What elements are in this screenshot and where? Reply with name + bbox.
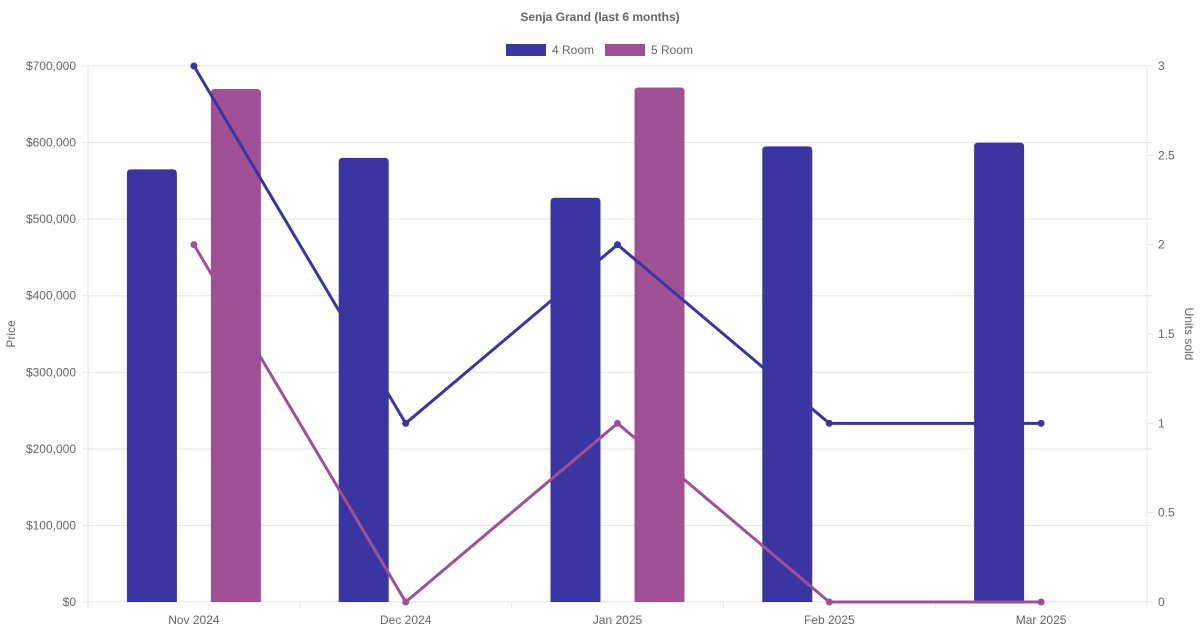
bars xyxy=(126,87,1025,603)
right-axis-ticks: 0 0.5 1 1.5 2 2.5 3 xyxy=(1158,59,1175,609)
x-tick-label: Feb 2025 xyxy=(804,613,855,627)
point-5-room[interactable] xyxy=(614,419,621,427)
chart-title: Senja Grand (last 6 months) xyxy=(520,10,679,24)
y-left-tick-label: $200,000 xyxy=(26,442,76,456)
bar-4-room[interactable] xyxy=(762,146,813,602)
x-tick-label: Dec 2024 xyxy=(380,613,432,627)
x-axis-ticks: Nov 2024 Dec 2024 Jan 2025 Feb 2025 Mar 2025 xyxy=(168,613,1067,627)
bar-4-room[interactable] xyxy=(550,197,601,602)
y-right-tick-label: 1.5 xyxy=(1158,327,1175,341)
y-left-tick-label: $600,000 xyxy=(26,136,76,150)
y-left-axis-title: Price xyxy=(4,320,18,348)
y-right-tick-label: 3 xyxy=(1158,59,1165,73)
y-right-tick-label: 1 xyxy=(1158,416,1165,430)
x-tick-label: Mar 2025 xyxy=(1016,613,1067,627)
y-left-tick-label: $500,000 xyxy=(26,212,76,226)
point-5-room[interactable] xyxy=(190,241,198,249)
point-4-room[interactable] xyxy=(402,419,410,427)
bar-5-room[interactable] xyxy=(210,88,261,602)
y-left-tick-label: $300,000 xyxy=(26,365,76,379)
legend-item-5-room[interactable]: 5 Room xyxy=(605,43,693,57)
bar-4-room[interactable] xyxy=(974,142,1025,603)
legend-label-4-room: 4 Room xyxy=(552,43,594,57)
y-right-tick-label: 0.5 xyxy=(1158,506,1175,520)
left-axis-ticks: $0 $100,000 $200,000 $300,000 $400,000 $500,0… xyxy=(26,59,76,609)
bar-4-room[interactable] xyxy=(338,157,389,602)
legend-swatch-5-room xyxy=(605,44,645,56)
y-right-tick-label: 2.5 xyxy=(1158,148,1175,162)
y-right-axis-title: Units sold xyxy=(1182,308,1196,361)
y-right-tick-label: 0 xyxy=(1158,595,1165,609)
bar-5-room[interactable] xyxy=(634,87,685,602)
y-left-tick-label: $0 xyxy=(63,595,77,609)
point-4-room[interactable] xyxy=(1037,419,1045,427)
y-left-tick-label: $400,000 xyxy=(26,289,76,303)
x-tick-label: Jan 2025 xyxy=(593,613,643,627)
y-left-tick-label: $700,000 xyxy=(26,59,76,73)
y-left-tick-label: $100,000 xyxy=(26,518,76,532)
point-5-room[interactable] xyxy=(825,598,833,606)
lines xyxy=(190,62,1045,606)
point-4-room[interactable] xyxy=(614,241,621,249)
point-5-room[interactable] xyxy=(402,598,410,606)
legend: 4 Room 5 Room xyxy=(506,43,693,57)
legend-item-4-room[interactable]: 4 Room xyxy=(506,43,594,57)
legend-swatch-4-room xyxy=(506,44,546,56)
x-tick-label: Nov 2024 xyxy=(168,613,220,627)
bar-4-room[interactable] xyxy=(126,169,177,602)
point-4-room[interactable] xyxy=(190,62,198,70)
point-5-room[interactable] xyxy=(1037,598,1045,606)
y-right-tick-label: 2 xyxy=(1158,238,1165,252)
point-4-room[interactable] xyxy=(825,419,833,427)
legend-label-5-room: 5 Room xyxy=(651,43,693,57)
